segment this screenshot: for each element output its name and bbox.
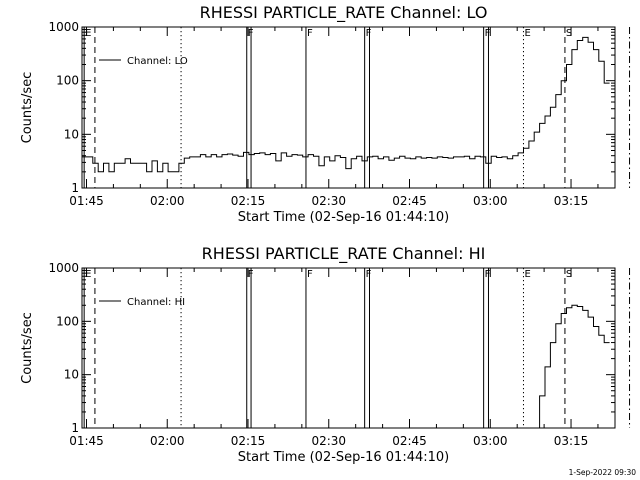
chart-2-y-axis-label: Counts/sec [20,312,35,384]
chart-1-ytick-label: 10 [64,127,79,141]
chart-2-xtick-label: 02:30 [311,434,346,448]
chart-2-event-label: F [485,269,491,280]
chart-1-ytick-label: 1000 [48,20,79,34]
chart-1-panel: RHESSI PARTICLE_RATE Channel: LO 1 10 100 10… [20,3,631,225]
chart-2-xtick-label: 01:45 [69,434,104,448]
chart-2-ytick-label: 1 [71,421,79,435]
chart-2-xtick-label: 03:00 [473,434,508,448]
chart-1-legend-label: Channel: LO [127,56,188,67]
chart-2-event-label: F [366,269,372,280]
chart-1-event-label: F [485,28,491,39]
chart-1-y-axis-label: Counts/sec [20,72,35,144]
chart-1-event-label: E [85,28,91,39]
timestamp-footer: 1-Sep-2022 09:30 [569,468,637,477]
chart-2-plot-frame [81,267,616,429]
chart-1-xtick-label: 02:00 [150,194,185,208]
chart-2-xtick-label: 02:15 [231,434,266,448]
chart-2-event-label: E [85,269,91,280]
chart-2-x-axis-label: Start Time (02-Sep-16 01:44:10) [238,450,449,465]
chart-2-event-label: F [307,269,313,280]
chart-1-legend: Channel: LO [99,56,188,67]
chart-1-ytick-label: 1 [71,181,79,195]
chart-1-series-line-1 [82,36,610,173]
chart-1-xtick-label: 02:30 [311,194,346,208]
chart-2-xtick-label: 03:15 [554,434,589,448]
chart-2-event-label: S [566,269,572,280]
chart-1-xtick-label: 03:00 [473,194,508,208]
chart-1-x-axis-label: Start Time (02-Sep-16 01:44:10) [238,210,449,225]
chart-1-event-label: F [307,28,313,39]
chart-1-xtick-label: 03:15 [554,194,589,208]
chart-2-title: RHESSI PARTICLE_RATE Channel: HI [202,244,486,264]
chart-1-event-label: F [366,28,372,39]
chart-1-title: RHESSI PARTICLE_RATE Channel: LO [200,3,488,23]
chart-2-legend: Channel: HI [99,297,185,308]
chart-2-event-label: E [524,269,530,280]
chart-1-event-label: E [524,28,530,39]
chart-1-xtick-label: 01:45 [69,194,104,208]
chart-1-plot-frame [81,26,616,189]
chart-2-xtick-label: 02:45 [392,434,427,448]
chart-2-ytick-label: 100 [56,314,79,328]
chart-1-xtick-label: 02:45 [392,194,427,208]
chart-2-series-line-1 [534,304,610,429]
chart-1-ytick-label: 100 [56,74,79,88]
chart-2-ytick-label: 10 [64,368,79,382]
chart-1-xtick-label: 02:15 [231,194,266,208]
chart-2-legend-label: Channel: HI [127,297,185,308]
chart-1-event-label: S [566,28,572,39]
chart-2-panel: RHESSI PARTICLE_RATE Channel: HI 1 10 100 10… [20,244,631,465]
chart-2-ytick-label: 1000 [48,261,79,275]
chart-2-xtick-label: 02:00 [150,434,185,448]
